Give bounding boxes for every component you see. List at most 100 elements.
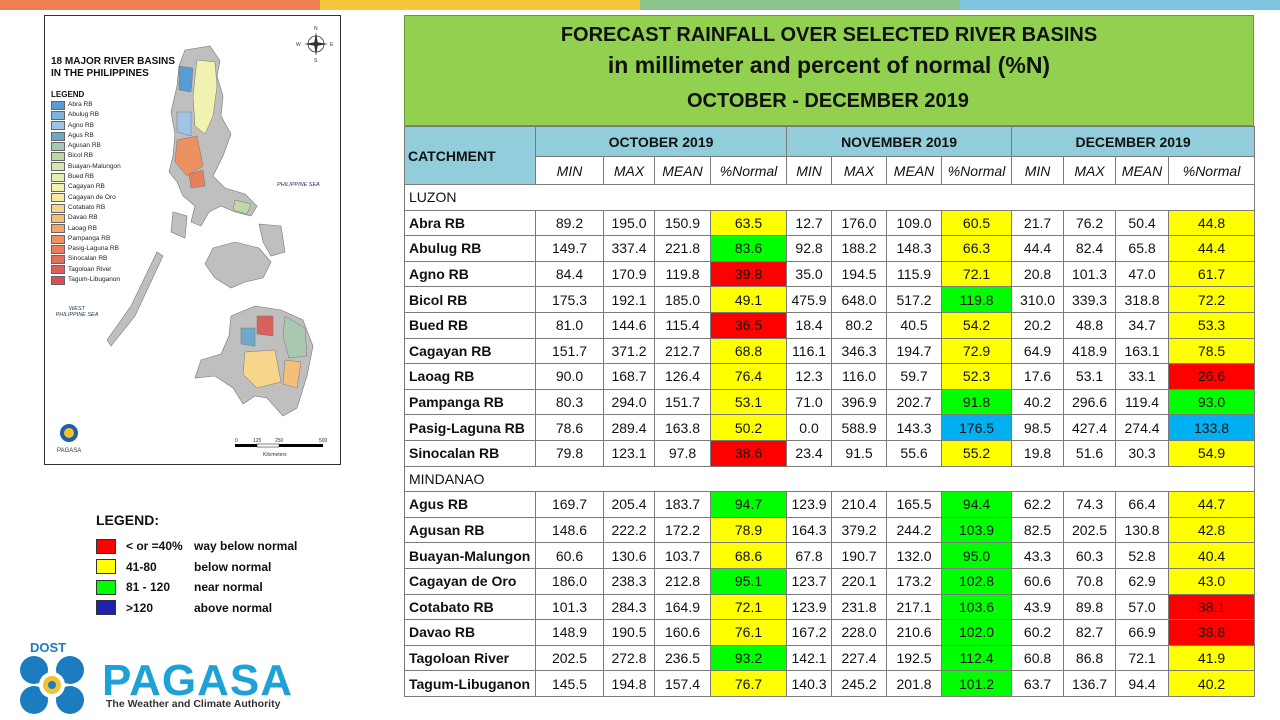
value-cell: 517.2 [886, 286, 943, 313]
catchment-name: Bued RB [404, 311, 536, 339]
value-cell: 151.7 [654, 388, 711, 416]
table-row: Buayan-Malungon 60.6 130.6 103.7 68.6 67.8 190… [404, 542, 1256, 569]
map-legend-label: Sinocalan RB [68, 255, 108, 263]
map-legend-item: Pasig-Laguna RB [51, 244, 121, 254]
mindoro-island [170, 211, 188, 239]
value-cell: 427.4 [1063, 414, 1117, 441]
catchment-name: Pasig-Laguna RB [404, 414, 536, 441]
value-cell: 172.2 [654, 516, 711, 544]
legend-description: near normal [194, 580, 263, 595]
value-cell: 40.5 [886, 311, 943, 339]
value-cell: 84.4 [535, 260, 604, 288]
table-row: Bicol RB 175.3 192.1 185.0 49.1 475.9 648.0 517… [404, 286, 1256, 313]
value-cell: 163.8 [654, 414, 711, 441]
value-cell: 30.3 [1115, 439, 1170, 467]
value-cell: 21.7 [1011, 209, 1065, 237]
legend-range: >120 [126, 600, 154, 615]
map-legend-item: Pampanga RB [51, 234, 121, 244]
value-cell: 244.2 [886, 516, 943, 544]
value-cell: 190.5 [603, 619, 655, 646]
pct-normal-cell: 72.1 [941, 260, 1013, 288]
map-legend-label: Abra RB [68, 101, 93, 108]
legend-description: below normal [194, 559, 272, 574]
table-row: Agusan RB 148.6 222.2 172.2 78.9 164.3 379.2 24… [404, 516, 1256, 544]
pct-normal-cell: 55.2 [941, 439, 1013, 467]
pct-normal-cell: 101.2 [941, 670, 1013, 697]
scale-tick: 0 [235, 438, 238, 444]
pct-normal-cell: 91.8 [941, 388, 1013, 416]
strip-segment-3 [640, 0, 960, 10]
value-cell: 91.5 [831, 439, 888, 467]
value-cell: 176.0 [831, 209, 888, 237]
value-cell: 274.4 [1115, 414, 1170, 441]
header-title-line1: FORECAST RAINFALL OVER SELECTED RIVER BA… [560, 24, 1098, 46]
pct-normal-cell: 49.1 [709, 286, 788, 313]
strip-segment-2 [320, 0, 640, 10]
value-cell: 23.4 [786, 439, 833, 467]
value-cell: 119.8 [654, 260, 711, 288]
scale-tick: 500 [319, 438, 328, 444]
pct-normal-cell: 54.2 [941, 311, 1013, 339]
pct-normal-cell: 38.1 [1168, 593, 1256, 621]
map-legend-item: Cagayan RB [51, 182, 121, 193]
legend-swatch [96, 538, 116, 554]
pct-normal-cell: 68.6 [709, 542, 788, 569]
value-cell: 143.3 [886, 414, 943, 441]
value-cell: 94.4 [1115, 670, 1170, 697]
table-subheader-row: MIN MAX MEAN %Normal MIN MAX MEAN %Normal MIN MAX… [405, 156, 1256, 185]
philippine-sea-label: PHILIPPINE SEA [277, 182, 320, 188]
pct-normal-cell: 63.5 [709, 209, 788, 237]
value-cell: 0.0 [786, 414, 833, 441]
map-legend-swatch [51, 162, 65, 172]
value-cell: 192.1 [603, 286, 655, 313]
pct-normal-cell: 176.5 [941, 414, 1013, 441]
value-cell: 173.2 [886, 567, 943, 595]
map-legend-swatch [51, 152, 65, 162]
table-body: LUZON Abra RB 89.2 195.0 150.9 63.5 12.7 176.0 1… [403, 184, 1256, 697]
rainfall-forecast-table: CATCHMENT OCTOBER 2019 NOVEMBER 2019 DEC… [403, 126, 1256, 697]
cotabato-basin-shape [242, 349, 282, 389]
pct-normal-cell: 95.0 [941, 542, 1013, 569]
value-cell: 157.4 [654, 670, 711, 697]
value-cell: 82.5 [1011, 516, 1065, 544]
subheader-pct-normal: %Normal [709, 156, 788, 185]
header-period: OCTOBER - DECEMBER 2019 [687, 90, 969, 112]
value-cell: 212.8 [654, 567, 711, 595]
catchment-name: Agusan RB [404, 516, 536, 544]
value-cell: 50.4 [1115, 209, 1170, 237]
legend-item: 41-80 below normal [96, 557, 297, 578]
pct-normal-cell: 95.1 [709, 567, 788, 595]
table-row: Pampanga RB 80.3 294.0 151.7 53.1 71.0 396.9 20… [404, 388, 1256, 416]
map-legend-label: Cotabato RB [68, 203, 106, 211]
pct-normal-cell: 43.0 [1168, 567, 1256, 595]
subheader-pct-normal: %Normal [941, 156, 1013, 185]
agusan-basin-shape [282, 315, 308, 359]
value-cell: 238.3 [603, 567, 655, 595]
compass-w: W [296, 42, 301, 48]
subheader-max: MAX [831, 156, 888, 185]
value-cell: 115.4 [654, 311, 711, 339]
map-legend-swatch [51, 265, 65, 275]
value-cell: 33.1 [1115, 363, 1170, 390]
value-cell: 202.5 [535, 644, 604, 672]
value-cell: 346.3 [831, 337, 888, 365]
pct-normal-cell: 53.3 [1168, 311, 1256, 339]
compass-icon: N E S W [296, 26, 334, 64]
value-cell: 40.2 [1011, 388, 1065, 416]
value-cell: 74.3 [1063, 491, 1117, 518]
map-footer-label: PAGASA [57, 448, 82, 454]
legend-description: way below normal [194, 539, 298, 554]
value-cell: 212.7 [654, 337, 711, 365]
pct-normal-cell: 76.7 [709, 670, 788, 697]
palawan-island [106, 251, 164, 347]
value-cell: 150.9 [654, 209, 711, 237]
scale-unit-label: Kilometers [263, 452, 287, 458]
table-row: Cotabato RB 101.3 284.3 164.9 72.1 123.9 231.8… [404, 593, 1256, 621]
value-cell: 194.5 [831, 260, 888, 288]
value-cell: 119.4 [1115, 388, 1170, 416]
value-cell: 123.7 [786, 567, 833, 595]
catchment-name: Sinocalan RB [404, 439, 536, 467]
map-legend-label: Davao RB [68, 214, 98, 222]
map-legend-label: Pampanga RB [68, 234, 111, 242]
pagasa-logo: DOST PAGASA The Weather and Climate Auth… [14, 640, 314, 716]
